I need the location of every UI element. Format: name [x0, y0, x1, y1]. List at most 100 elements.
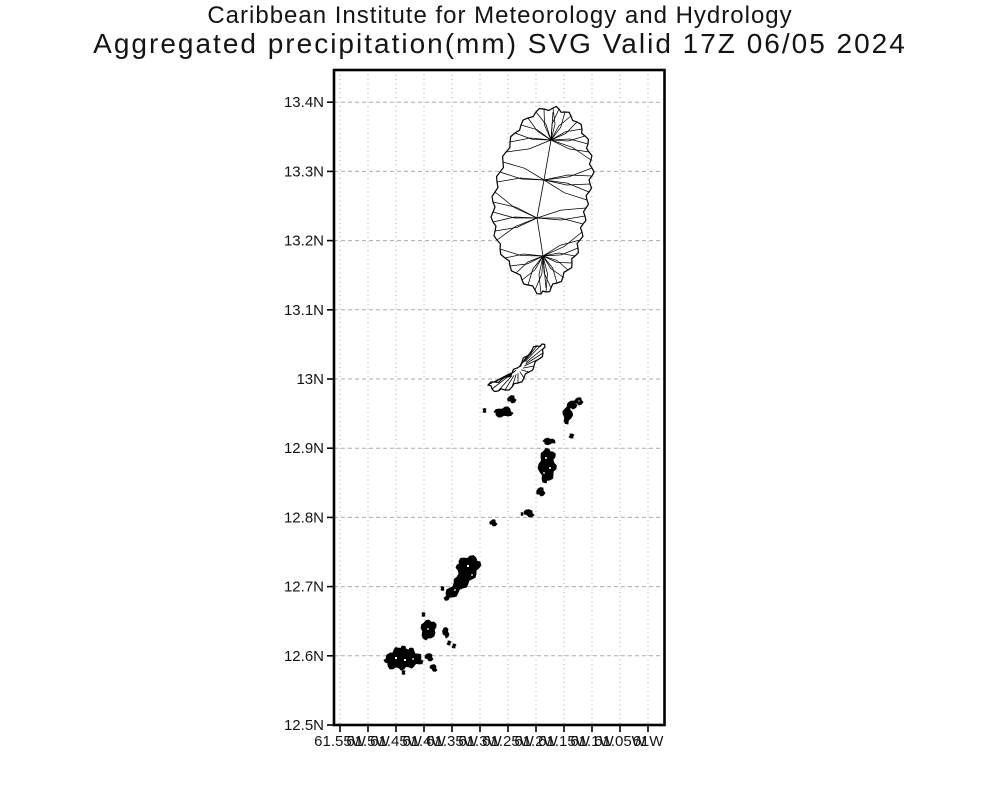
watershed-line	[509, 255, 544, 267]
x-tick-label: 61.2W	[514, 733, 558, 750]
y-tick-label: 12.8N	[284, 509, 324, 526]
islet-frigate-island	[401, 670, 406, 675]
watershed-line	[543, 174, 593, 181]
watershed-line	[543, 108, 552, 141]
watershed-line	[542, 231, 583, 257]
x-tick-label: 61.5W	[346, 733, 390, 750]
x-tick-label: 61.4W	[402, 733, 446, 750]
watershed-line	[542, 247, 579, 257]
y-tick-label: 13.1N	[284, 302, 324, 319]
watershed-line	[550, 111, 566, 141]
y-tick-label: 13.3N	[284, 163, 324, 180]
x-tick-label: 61.55W	[314, 733, 367, 750]
watershed-line	[497, 375, 513, 392]
watershed-line	[524, 343, 543, 362]
watershed-line	[536, 207, 587, 219]
islands-layer	[383, 105, 595, 675]
watershed-line	[496, 217, 538, 241]
watershed-line	[542, 255, 573, 264]
islet-petit-cay	[542, 437, 556, 446]
watershed-line	[527, 117, 552, 141]
island-canouan	[443, 555, 482, 601]
watershed-line	[550, 135, 586, 142]
watershed-line	[509, 137, 552, 143]
watershed-line	[550, 138, 589, 145]
watershed-line	[542, 239, 581, 257]
islet-petit-nevis	[507, 395, 517, 404]
watershed-line	[542, 252, 576, 257]
islet-petit-st-vincent	[429, 664, 438, 672]
watershed-line	[504, 253, 544, 259]
x-tick-label: 61.05W	[594, 733, 647, 750]
page-title: Caribbean Institute for Meteorology and …	[207, 2, 793, 29]
islet-savan	[523, 509, 535, 518]
watershed-line	[519, 371, 525, 379]
x-tick-label: 61.45W	[370, 733, 423, 750]
watershed-line	[542, 255, 558, 284]
watershed-line	[550, 121, 578, 141]
watershed-line	[550, 115, 572, 141]
plot-frame	[332, 68, 666, 727]
watershed-line	[534, 255, 544, 291]
watershed-line	[543, 179, 588, 201]
watershed-line	[522, 365, 535, 369]
watershed-line	[550, 139, 592, 161]
island-bequia-watershed-lines	[487, 343, 546, 392]
islet-canouan-west	[440, 586, 445, 591]
watershed-line	[524, 358, 540, 367]
x-tick-label: 61W	[633, 733, 665, 750]
x-tick-label: 61.1W	[570, 733, 614, 750]
watershed-line	[543, 167, 593, 181]
islet-palm-island	[424, 653, 434, 662]
islet-catholic-island	[442, 627, 450, 639]
watershed-line	[543, 179, 590, 193]
x-axis: 61.55W61.5W61.45W61.4W61.35W61.3W61.25W6…	[314, 725, 664, 750]
island-mayreau	[420, 619, 437, 641]
watershed-line	[543, 179, 591, 186]
watershed-line	[550, 107, 556, 141]
islet-baliceaux	[562, 406, 574, 425]
watershed-line	[499, 171, 545, 181]
watershed-line	[518, 361, 523, 368]
islet-tobago-cays-1	[446, 640, 452, 646]
islet-tobago-cays-2	[451, 643, 457, 649]
watershed-line	[492, 211, 537, 219]
watershed-line	[515, 255, 544, 274]
x-tick-label: 61.35W	[426, 733, 479, 750]
watershed-line	[494, 372, 512, 383]
islet-isle-a-quatre	[493, 406, 514, 418]
page-subtitle: Aggregated precipitation(mm) SVG Valid 1…	[93, 28, 907, 59]
island-union	[383, 645, 424, 671]
watershed-line	[523, 345, 538, 363]
watershed-line	[525, 352, 544, 365]
island-mustique	[537, 448, 557, 484]
watershed-line	[536, 215, 586, 221]
watershed-line	[499, 248, 544, 257]
y-tick-label: 13.2N	[284, 233, 324, 250]
watershed-line	[511, 374, 517, 388]
islet-pillories	[568, 433, 575, 439]
watershed-line	[527, 255, 544, 286]
watershed-line	[500, 371, 514, 381]
y-tick-label: 12.5N	[284, 717, 324, 734]
islet-savan-west	[520, 512, 524, 516]
x-tick-label: 61.3W	[458, 733, 502, 750]
x-tick-label: 61.15W	[538, 733, 591, 750]
watershed-line	[537, 217, 584, 225]
y-tick-label: 12.6N	[284, 648, 324, 665]
watershed-line	[542, 255, 564, 278]
watershed-line	[538, 255, 544, 295]
watershed-line	[550, 128, 583, 141]
watershed-line	[542, 255, 548, 293]
y-tick-label: 12.9N	[284, 440, 324, 457]
island-st-vincent-watershed-lines	[492, 107, 593, 295]
x-tick-label: 61.25W	[482, 733, 535, 750]
islet-petit-mustique	[536, 487, 546, 497]
watershed-line	[525, 346, 546, 363]
watershed-line	[521, 255, 544, 281]
watershed-line	[550, 139, 590, 153]
watershed-line	[491, 374, 511, 390]
watershed-line	[511, 369, 517, 374]
